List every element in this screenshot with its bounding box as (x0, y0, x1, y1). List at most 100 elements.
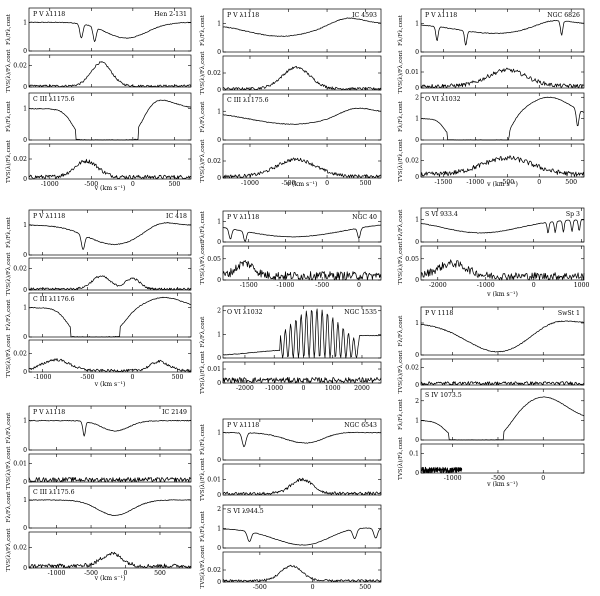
x-tick-label: 0 (311, 584, 315, 591)
tvs-line (222, 377, 382, 384)
panel: 01P V λ1118 NGC 6826Fλ/Fλ,cont00.01TVS(λ)… (397, 8, 585, 188)
flux-axis-label: Fλ/Fλ,cont (398, 209, 404, 241)
y-tick-label: 0.05 (207, 256, 221, 263)
y-tick-label: 2 (217, 506, 221, 513)
y-tick-label: 0 (415, 174, 419, 181)
flux-profile-line (29, 222, 192, 250)
flux-profile-line (420, 20, 585, 46)
ion-label: O VI λ1032 (227, 309, 263, 316)
panel: 01P V 1118 SwSt 1Fλ/Fλ,cont00.02TVS(λ)/Fλ… (397, 306, 585, 488)
tvs-axis-label: TVS(λ)/Fλ,cont (5, 334, 12, 378)
x-tick-label: -2000 (236, 385, 254, 392)
y-tick-label: 0.02 (207, 158, 221, 165)
tvs-line (420, 381, 585, 386)
tvs-axis-label: TVS(λ)/Fλ,cont (199, 51, 206, 95)
x-tick-label: 0 (131, 181, 135, 188)
object-name: NGC 1535 (344, 309, 377, 316)
plot-frame (420, 245, 585, 281)
y-tick-label: 1 (217, 525, 221, 532)
object-name: IC 418 (166, 213, 187, 220)
y-tick-label: 0 (23, 48, 27, 55)
y-tick-label: 0 (415, 85, 419, 92)
tvs-axis-label: TVS(λ)/Fλ,cont (397, 350, 404, 394)
flux-profile-line (222, 224, 382, 242)
y-tick-label: 1 (23, 19, 27, 26)
tvs-axis-label: TVS(λ)/Fλ,cont (5, 139, 12, 183)
tvs-line (28, 275, 192, 291)
x-tick-label: -1000 (466, 179, 484, 186)
y-tick-label: 0 (415, 239, 419, 246)
tvs-axis-label: TVS(λ)/Fλ,cont (5, 528, 12, 572)
plot-frame (222, 504, 382, 549)
plot-frame (420, 306, 585, 356)
flux-profile-line (222, 527, 382, 546)
x-axis-label: v (km s⁻¹) (486, 481, 518, 488)
y-tick-label: 0.02 (405, 365, 419, 372)
x-axis-label: v (km s⁻¹) (94, 575, 126, 582)
flux-axis-label: Fλ/Fλ,cont (6, 100, 12, 132)
y-tick-label: 1 (415, 216, 419, 223)
y-tick-label: 0 (23, 447, 27, 454)
plot-frame (28, 485, 192, 529)
tvs-line (420, 259, 585, 281)
y-tick-label: 0 (217, 87, 221, 94)
y-tick-label: 2 (415, 398, 419, 405)
y-tick-label: 1 (23, 497, 27, 504)
y-tick-label: 0 (217, 49, 221, 56)
y-tick-label: 0.02 (13, 266, 27, 273)
x-tick-label: -1000 (477, 282, 495, 289)
plot-frame (420, 207, 585, 243)
y-tick-label: 0 (23, 137, 27, 144)
x-tick-label: -500 (81, 374, 95, 381)
y-tick-label: 0 (23, 176, 27, 183)
plot-frame (222, 55, 382, 91)
y-tick-label: 0 (23, 369, 27, 376)
flux-axis-label: Fλ/Fλ,cont (200, 14, 206, 46)
x-tick-label: -1500 (434, 179, 452, 186)
tvs-line (222, 477, 382, 496)
tvs-line (28, 358, 192, 373)
y-tick-label: 1 (217, 331, 221, 338)
flux-profile-line (222, 17, 382, 37)
y-tick-label: 1 (23, 418, 27, 425)
ion-label: C III λ1175.6 (33, 96, 75, 103)
y-tick-label: 0.02 (13, 544, 27, 551)
x-tick-label: 500 (154, 570, 166, 577)
x-tick-label: -500 (84, 181, 98, 188)
y-tick-label: 0 (23, 479, 27, 486)
x-tick-label: -1000 (265, 385, 283, 392)
flux-profile-line (420, 96, 585, 141)
x-tick-label: -1500 (240, 282, 258, 289)
flux-axis-label: Fλ/Fλ,cont (200, 423, 206, 455)
ion-label: P V λ1118 (227, 422, 259, 429)
tvs-line (222, 157, 382, 179)
y-tick-label: 0 (217, 175, 221, 182)
tvs-axis-label: TVS(λ)/Fλ,cont (199, 545, 206, 589)
plot-frame (222, 418, 382, 461)
flux-axis-label: Fλ/Fλ,cont (200, 101, 206, 133)
x-tick-label: 500 (360, 180, 372, 187)
y-tick-label: 0 (415, 137, 419, 144)
y-tick-label: 0 (415, 352, 419, 359)
x-tick-label: -2000 (429, 282, 447, 289)
flux-axis-label: Fλ/Fλ,cont (6, 13, 12, 45)
x-axis-label: v (km s⁻¹) (486, 291, 518, 298)
y-tick-label: 0 (415, 437, 419, 444)
plot-frame (28, 531, 192, 569)
y-tick-label: 0 (217, 137, 221, 144)
panel: 0 1 P V λ1118 NGC 40 Fλ/Fλ,cont 0 0.05TVS(λ)/F… (199, 210, 382, 289)
plot-frame (28, 257, 192, 291)
y-tick-label: 0 (217, 380, 221, 387)
y-tick-label: 1 (217, 430, 221, 437)
flux-axis-label: Fλ/Fλ,cont (200, 510, 206, 542)
tvs-axis-label: TVS(λ)/Fλ,cont (199, 350, 206, 394)
y-tick-label: 0 (217, 355, 221, 362)
plot-frame (222, 361, 382, 384)
x-tick-label: -1000 (34, 374, 52, 381)
x-tick-label: -1000 (41, 181, 59, 188)
tvs-axis-label: TVS(λ)/Fλ,cont (199, 457, 206, 501)
object-name: NGC 6826 (547, 12, 580, 19)
y-tick-label: 1 (415, 417, 419, 424)
flux-axis-label: Fλ/Fλ,cont (200, 316, 206, 348)
tvs-axis-label: TVS(λ)/Fλ,cont (397, 138, 404, 182)
